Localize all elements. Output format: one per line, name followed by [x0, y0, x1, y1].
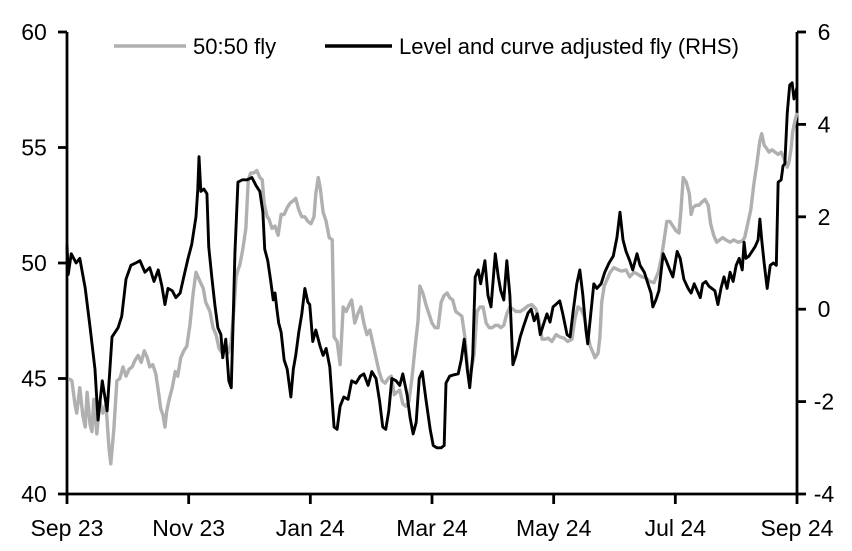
- legend-label-level-curve-adjusted-fly: Level and curve adjusted fly (RHS): [399, 34, 739, 59]
- y-axis-right-tick-label: 0: [818, 296, 831, 322]
- y-axis-left-tick-label: 45: [21, 366, 47, 392]
- y-axis-right-tick-label: -4: [814, 481, 835, 507]
- series-line-50-50-fly: [67, 112, 799, 466]
- series-line-level-and-curve-adjusted-fly-rhs: [65, 81, 799, 450]
- y-axis-left-tick-label: 60: [21, 19, 47, 45]
- x-axis-tick-label: Jul 24: [645, 515, 707, 541]
- plot-area: 60 55 50 45 40 6 4 2 0 -2 -4 Sep 23 Nov 23 Jan 24 Mar …: [21, 19, 834, 541]
- y-axis-left-tick-label: 40: [21, 481, 47, 507]
- y-axis-right-tick-label: 4: [818, 111, 831, 137]
- legend-label-5050-fly: 50:50 fly: [193, 34, 276, 59]
- x-axis-tick-label: Nov 23: [152, 515, 225, 541]
- x-axis-tick-label: Sep 23: [31, 515, 104, 541]
- y-axis-right-tick-label: -2: [814, 389, 834, 415]
- x-axis-tick-label: Mar 24: [396, 515, 468, 541]
- y-axis-right-tick-label: 2: [818, 204, 831, 230]
- y-axis-left-tick-label: 55: [21, 135, 47, 161]
- x-axis-tick-label: Jan 24: [276, 515, 345, 541]
- x-axis-tick-label: May 24: [516, 515, 592, 541]
- legend: 50:50 fly Level and curve adjusted fly (…: [114, 34, 739, 59]
- y-axis-left-tick-label: 50: [21, 250, 47, 276]
- x-axis-tick-label: Sep 24: [761, 515, 834, 541]
- y-axis-right-tick-label: 6: [818, 19, 831, 45]
